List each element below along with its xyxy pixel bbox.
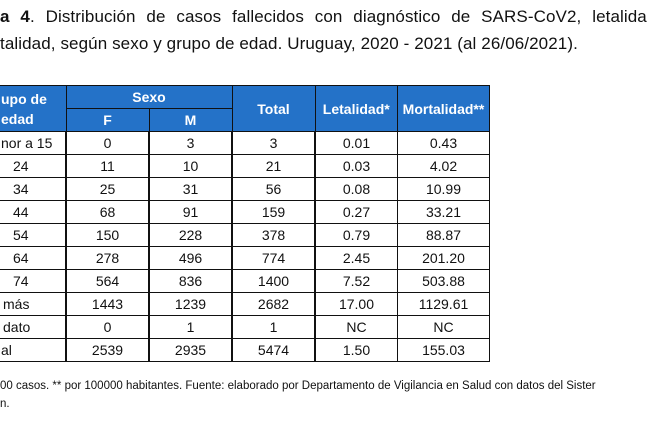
cell-m: 10 <box>148 154 233 178</box>
footnote: 00 casos. ** por 100000 habitantes. Fuen… <box>0 377 596 413</box>
cell-m: 2935 <box>148 338 233 362</box>
cell-letalidad: 7.52 <box>314 269 398 293</box>
header-f: F <box>65 108 150 132</box>
cell-m: 91 <box>148 200 233 224</box>
cell-mortalidad: 33.21 <box>397 200 490 224</box>
cell-f: 150 <box>65 223 150 247</box>
cell-mortalidad: 155.03 <box>397 338 490 362</box>
cell-total: 3 <box>231 131 316 155</box>
cell-m: 496 <box>148 246 233 270</box>
cell-mortalidad: 0.43 <box>397 131 490 155</box>
caption-text: . Distribución de casos fallecidos con d… <box>29 7 647 26</box>
cell-m: 31 <box>148 177 233 201</box>
header-sexo: Sexo <box>65 85 233 109</box>
cell-m: 1239 <box>148 292 233 316</box>
cell-group: más <box>0 292 67 316</box>
cell-f: 2539 <box>65 338 150 362</box>
cell-group: dato <box>0 315 67 339</box>
table-row: al 2539 2935 5474 1.50 155.03 <box>0 338 490 362</box>
cell-group: 24 <box>0 154 67 178</box>
cell-mortalidad: 503.88 <box>397 269 490 293</box>
cell-total: 21 <box>231 154 316 178</box>
footnote-line-2: n. <box>0 398 10 410</box>
table-row: dato 0 1 1 NC NC <box>0 315 490 339</box>
cell-total: 2682 <box>231 292 316 316</box>
cell-f: 25 <box>65 177 150 201</box>
cell-group: 44 <box>0 200 67 224</box>
cell-total: 159 <box>231 200 316 224</box>
header-total: Total <box>231 85 316 132</box>
table-caption-line-2: talidad, según sexo y grupo de edad. Uru… <box>0 34 578 53</box>
table-row: 24 11 10 21 0.03 4.02 <box>0 154 490 178</box>
cell-letalidad: 17.00 <box>314 292 398 316</box>
table-row: 34 25 31 56 0.08 10.99 <box>0 177 490 201</box>
table-row: nor a 15 0 3 3 0.01 0.43 <box>0 131 490 155</box>
cell-f: 0 <box>65 315 150 339</box>
cell-f: 11 <box>65 154 150 178</box>
cell-letalidad: NC <box>314 315 398 339</box>
table-number: a 4 <box>0 7 30 26</box>
cell-letalidad: 0.79 <box>314 223 398 247</box>
cell-mortalidad: 4.02 <box>397 154 490 178</box>
cell-f: 68 <box>65 200 150 224</box>
cell-total: 378 <box>231 223 316 247</box>
cell-letalidad: 0.08 <box>314 177 398 201</box>
cell-m: 228 <box>148 223 233 247</box>
cell-m: 836 <box>148 269 233 293</box>
header-letalidad: Letalidad* <box>314 85 398 132</box>
cell-f: 1443 <box>65 292 150 316</box>
table-caption-line-1: a 4. Distribución de casos fallecidos co… <box>0 7 647 27</box>
cell-total: 1 <box>231 315 316 339</box>
table-row: 74 564 836 1400 7.52 503.88 <box>0 269 490 293</box>
cell-group: 34 <box>0 177 67 201</box>
cell-letalidad: 0.03 <box>314 154 398 178</box>
cell-total: 774 <box>231 246 316 270</box>
cell-mortalidad: 10.99 <box>397 177 490 201</box>
cell-total: 5474 <box>231 338 316 362</box>
cell-m: 3 <box>148 131 233 155</box>
cell-m: 1 <box>148 315 233 339</box>
table-row: 44 68 91 159 0.27 33.21 <box>0 200 490 224</box>
cell-total: 56 <box>231 177 316 201</box>
cell-group: 74 <box>0 269 67 293</box>
cell-mortalidad: 1129.61 <box>397 292 490 316</box>
cell-letalidad: 0.01 <box>314 131 398 155</box>
header-age-group: upo de edad <box>0 85 67 132</box>
cell-f: 564 <box>65 269 150 293</box>
table-row: más 1443 1239 2682 17.00 1129.61 <box>0 292 490 316</box>
header-mortalidad: Mortalidad** <box>397 85 490 132</box>
cell-f: 0 <box>65 131 150 155</box>
cell-group: 64 <box>0 246 67 270</box>
cell-mortalidad: 88.87 <box>397 223 490 247</box>
cell-letalidad: 2.45 <box>314 246 398 270</box>
cell-group: al <box>0 338 67 362</box>
data-table: upo de edad Sexo Total Letalidad* Mortali… <box>0 85 490 362</box>
cell-letalidad: 0.27 <box>314 200 398 224</box>
footnote-line-1: 00 casos. ** por 100000 habitantes. Fuen… <box>0 380 596 392</box>
table-row: 64 278 496 774 2.45 201.20 <box>0 246 490 270</box>
cell-mortalidad: NC <box>397 315 490 339</box>
cell-mortalidad: 201.20 <box>397 246 490 270</box>
cell-group: nor a 15 <box>0 131 67 155</box>
cell-letalidad: 1.50 <box>314 338 398 362</box>
header-m: M <box>148 108 233 132</box>
cell-group: 54 <box>0 223 67 247</box>
table-row: 54 150 228 378 0.79 88.87 <box>0 223 490 247</box>
cell-total: 1400 <box>231 269 316 293</box>
cell-f: 278 <box>65 246 150 270</box>
